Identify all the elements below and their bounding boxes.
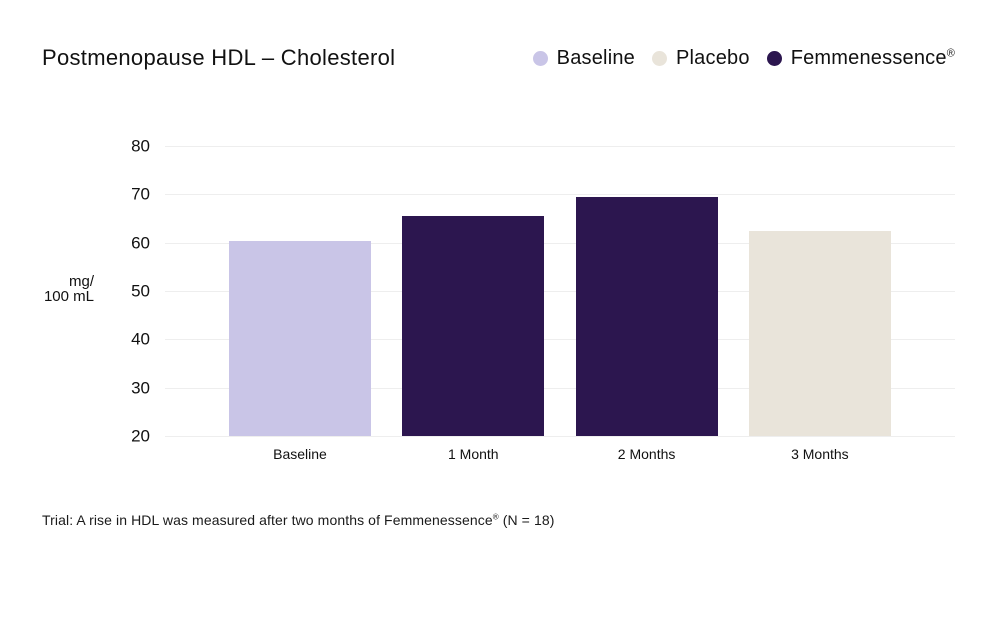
bar-2-months <box>575 196 718 436</box>
legend-item-femmenessence: Femmenessence® <box>766 47 955 70</box>
y-axis-unit-label: mg/ 100 mL <box>0 274 94 304</box>
legend-label-femmenessence: Femmenessence® <box>790 47 955 69</box>
y-tick-70: 70 <box>131 184 150 204</box>
legend-label-placebo: Placebo <box>676 47 750 69</box>
y-tick-30: 30 <box>131 378 150 398</box>
x-tick-2-months: 2 Months <box>617 446 676 462</box>
x-tick-3-months: 3 Months <box>791 446 849 462</box>
legend-swatch-placebo-icon <box>652 51 667 66</box>
legend-label-baseline: Baseline <box>556 47 635 69</box>
caption: Trial: A rise in HDL was measured after … <box>42 512 555 528</box>
y-tick-60: 60 <box>131 233 150 253</box>
caption-text: Trial: A rise in HDL was measured after … <box>42 512 493 528</box>
x-tick-baseline: Baseline <box>273 446 327 462</box>
y-tick-40: 40 <box>131 329 150 349</box>
legend-trademark: ® <box>946 47 955 60</box>
gridline-70 <box>165 194 955 196</box>
y-axis-unit-line2: 100 mL <box>43 288 94 305</box>
legend-item-baseline: Baseline <box>532 47 635 70</box>
gridline-20 <box>165 436 955 437</box>
legend-item-placebo: Placebo <box>652 47 750 70</box>
caption-trademark: ® <box>492 512 499 522</box>
y-axis-unit-line1: mg/ <box>68 273 94 290</box>
x-tick-1-month: 1 Month <box>448 446 499 462</box>
gridline-80 <box>165 146 955 147</box>
gridline-60 <box>165 242 955 244</box>
legend-swatch-femmenessence-icon <box>766 51 782 66</box>
gridline-50 <box>165 291 955 292</box>
gridline-40 <box>165 339 955 341</box>
legend-swatch-baseline-icon <box>532 51 548 66</box>
y-tick-20: 20 <box>131 426 150 446</box>
chart-title: Postmenopause HDL – Cholesterol <box>42 45 396 70</box>
gridline-30 <box>165 387 955 389</box>
legend: Baseline Placebo Femmenessence® <box>532 47 955 70</box>
plot-area <box>165 146 955 437</box>
bar-3-months <box>748 230 891 436</box>
bar-baseline <box>229 240 371 436</box>
y-tick-80: 80 <box>131 136 150 156</box>
y-tick-50: 50 <box>131 281 150 301</box>
caption-suffix: (N = 18) <box>498 512 555 528</box>
bar-1-month <box>402 216 545 436</box>
